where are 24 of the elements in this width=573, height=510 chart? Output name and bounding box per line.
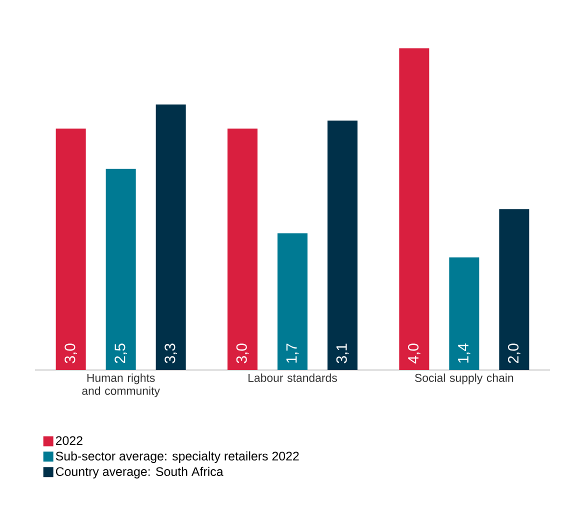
data-label: 3,0 — [64, 344, 77, 364]
bar — [156, 104, 186, 370]
legend-label: Country average: South Africa — [56, 466, 224, 478]
bar — [499, 209, 530, 370]
data-label: 3,0 — [236, 344, 249, 364]
bar — [106, 168, 136, 370]
data-label: 2,5 — [114, 344, 127, 364]
bar — [278, 233, 308, 370]
x-tick-label: Labour standards — [248, 374, 337, 382]
bar — [449, 257, 480, 370]
bar — [228, 128, 258, 370]
bar — [56, 128, 86, 370]
data-label: 1,4 — [458, 343, 470, 363]
bar — [328, 120, 358, 370]
data-label: 3,3 — [164, 344, 178, 364]
data-label: 3,1 — [336, 344, 349, 364]
data-label: 2,0 — [508, 344, 520, 364]
x-tick-label: Social supply chain — [415, 374, 514, 384]
legend-label: Sub-sector average: specialty retailers 2022 — [56, 451, 299, 463]
data-label: 1,7 — [286, 344, 299, 363]
x-tick-label: Human rights and community — [82, 374, 160, 398]
data-label: 4,0 — [408, 344, 420, 364]
legend-label: 2022 — [56, 436, 82, 446]
bar — [399, 48, 430, 370]
